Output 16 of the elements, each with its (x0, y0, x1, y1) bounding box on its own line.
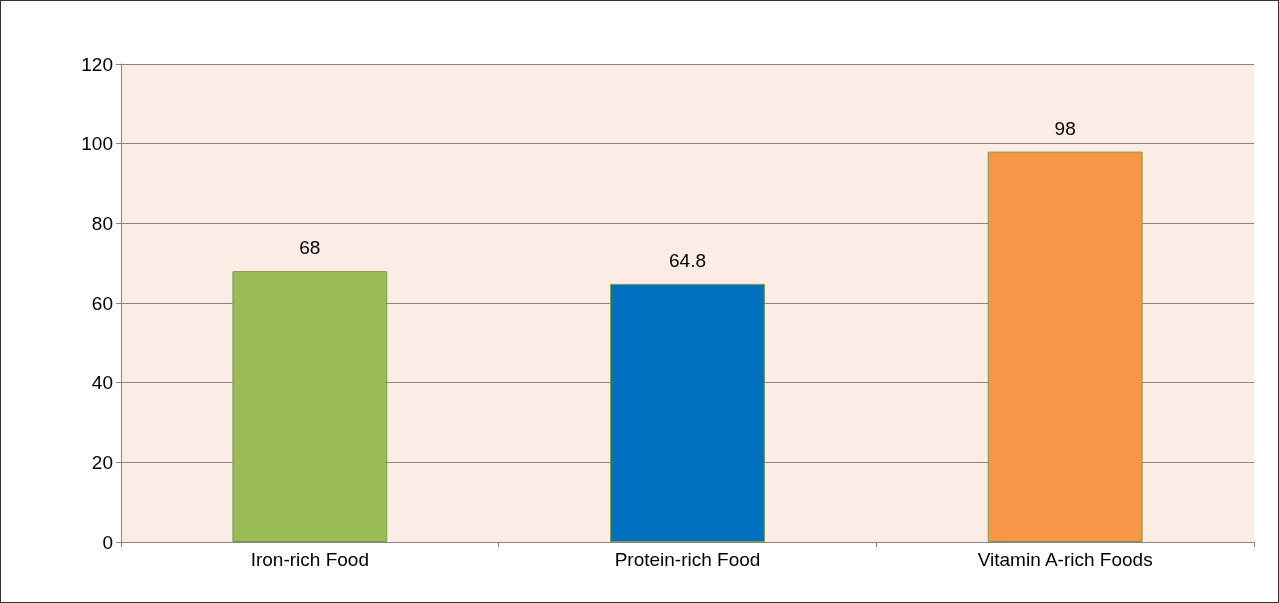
data-label: 98 (1054, 117, 1076, 139)
y-tick-label: 60 (91, 292, 113, 314)
data-label: 68 (299, 237, 321, 259)
x-tick-label: Iron-rich Food (250, 549, 369, 570)
y-tick-label: 100 (81, 133, 113, 155)
y-tick-label: 0 (102, 531, 113, 553)
y-tick-label: 40 (91, 372, 113, 394)
x-tick-label: Vitamin A-rich Foods (977, 549, 1153, 570)
y-tick-label: 80 (91, 212, 113, 234)
y-tick-label: 20 (91, 451, 113, 473)
data-label: 64.8 (669, 249, 706, 271)
bar (232, 271, 388, 542)
bar (610, 283, 765, 542)
y-tick-label: 120 (81, 53, 113, 75)
bar (987, 151, 1143, 542)
x-tick-label: Protein-rich Food (614, 549, 761, 570)
